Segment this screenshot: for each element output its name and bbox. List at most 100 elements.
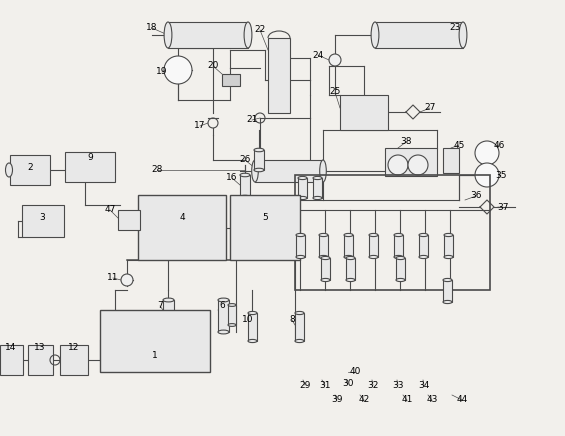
Circle shape	[475, 163, 499, 187]
Text: 33: 33	[392, 381, 404, 389]
Circle shape	[475, 141, 499, 165]
Bar	[218, 300, 229, 332]
Bar	[319, 235, 328, 257]
Text: 29: 29	[299, 381, 311, 389]
Text: 36: 36	[470, 191, 482, 201]
Circle shape	[164, 56, 192, 84]
Bar	[375, 22, 463, 48]
Text: 30: 30	[342, 379, 354, 388]
Ellipse shape	[443, 279, 452, 282]
Bar	[60, 345, 88, 375]
Text: 8: 8	[289, 316, 295, 324]
Ellipse shape	[254, 168, 264, 172]
Text: 41: 41	[401, 395, 412, 405]
Ellipse shape	[369, 233, 378, 237]
Ellipse shape	[369, 255, 378, 259]
Bar	[321, 258, 330, 280]
Bar	[295, 313, 304, 341]
Text: 32: 32	[367, 381, 379, 389]
Text: 6: 6	[219, 302, 225, 310]
Text: 20: 20	[207, 61, 219, 71]
Text: 26: 26	[240, 156, 251, 164]
Ellipse shape	[443, 300, 452, 303]
Bar	[168, 22, 248, 48]
Ellipse shape	[244, 22, 252, 48]
Text: 7: 7	[157, 302, 163, 310]
Ellipse shape	[344, 255, 353, 259]
Ellipse shape	[298, 197, 307, 200]
Text: 37: 37	[497, 204, 508, 212]
Text: 14: 14	[5, 344, 17, 352]
Text: 21: 21	[246, 116, 258, 125]
Ellipse shape	[320, 160, 327, 182]
Ellipse shape	[396, 279, 405, 282]
Text: 13: 13	[34, 344, 46, 352]
Text: 47: 47	[105, 205, 116, 215]
Bar	[100, 310, 210, 372]
Ellipse shape	[228, 303, 236, 307]
Text: 12: 12	[68, 344, 80, 352]
Ellipse shape	[346, 256, 355, 259]
Text: 23: 23	[449, 24, 460, 33]
Bar	[295, 175, 490, 290]
Text: 4: 4	[179, 214, 185, 222]
Ellipse shape	[396, 256, 405, 259]
Ellipse shape	[248, 311, 257, 315]
Bar	[369, 235, 378, 257]
Text: 34: 34	[418, 381, 430, 389]
Ellipse shape	[295, 311, 304, 315]
Bar	[443, 148, 459, 173]
Ellipse shape	[371, 22, 379, 48]
Text: 31: 31	[319, 381, 331, 389]
Ellipse shape	[344, 233, 353, 237]
Ellipse shape	[248, 339, 257, 343]
Bar	[419, 235, 428, 257]
Text: 11: 11	[107, 273, 119, 283]
Ellipse shape	[321, 256, 330, 259]
Text: 1: 1	[152, 351, 158, 360]
Bar	[346, 258, 355, 280]
Ellipse shape	[444, 233, 453, 237]
Circle shape	[329, 54, 341, 66]
Bar	[118, 210, 140, 230]
Ellipse shape	[240, 195, 250, 199]
Bar	[296, 235, 305, 257]
Ellipse shape	[319, 255, 328, 259]
Bar	[65, 152, 115, 182]
Bar	[298, 178, 307, 198]
Ellipse shape	[240, 173, 250, 177]
Ellipse shape	[313, 177, 322, 180]
Ellipse shape	[295, 339, 304, 343]
Text: 18: 18	[146, 24, 158, 33]
Ellipse shape	[228, 324, 236, 327]
Text: 24: 24	[312, 51, 324, 59]
Bar	[22, 205, 64, 237]
Ellipse shape	[459, 22, 467, 48]
Text: 35: 35	[496, 171, 507, 181]
Ellipse shape	[298, 177, 307, 180]
Bar	[268, 38, 290, 113]
Text: 42: 42	[358, 395, 370, 405]
Bar	[138, 195, 226, 260]
Text: 46: 46	[493, 140, 505, 150]
Text: 9: 9	[87, 153, 93, 163]
Text: 5: 5	[262, 214, 268, 222]
Circle shape	[121, 274, 133, 286]
Text: 3: 3	[39, 214, 45, 222]
Text: 10: 10	[242, 316, 254, 324]
Text: 28: 28	[151, 166, 163, 174]
Bar	[344, 235, 353, 257]
Bar	[228, 305, 236, 325]
Bar	[10, 155, 50, 185]
Bar	[254, 150, 264, 170]
Bar	[230, 195, 300, 260]
Ellipse shape	[251, 160, 258, 182]
Ellipse shape	[321, 279, 330, 282]
Ellipse shape	[254, 148, 264, 152]
Bar	[443, 280, 452, 302]
Bar	[28, 345, 53, 375]
Bar	[222, 74, 240, 86]
Text: 2: 2	[27, 164, 33, 173]
Text: 43: 43	[427, 395, 438, 405]
Ellipse shape	[6, 163, 12, 177]
